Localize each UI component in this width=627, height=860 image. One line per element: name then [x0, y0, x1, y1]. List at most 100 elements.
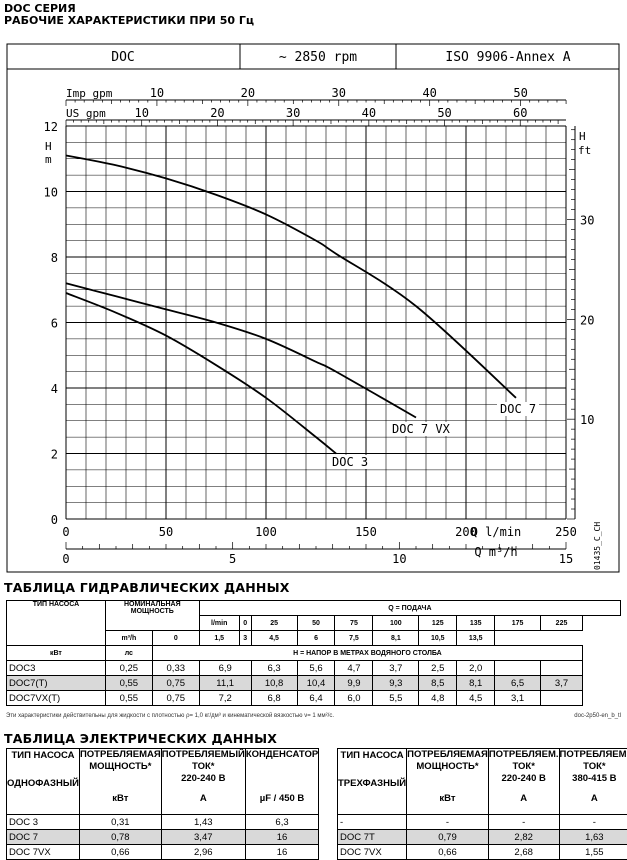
- pump-name: DOC7(T): [7, 676, 106, 691]
- x-tick-label: 100: [255, 525, 277, 539]
- head-value: 5,5: [373, 691, 419, 706]
- head-value: 6,8: [251, 691, 297, 706]
- current-220: -: [488, 815, 559, 830]
- head-value: 6,9: [199, 661, 251, 676]
- head-value: 6,0: [335, 691, 373, 706]
- power-kw: 0,55: [105, 691, 152, 706]
- power-kw: 0,25: [105, 661, 152, 676]
- table-row: ----: [338, 815, 627, 830]
- y-axis-unit: m: [45, 153, 52, 166]
- x-tick-label: 150: [355, 525, 377, 539]
- us-tick-label: 20: [210, 106, 224, 120]
- head-value: 8,1: [457, 676, 495, 691]
- chart-code: 01435_C_CH: [593, 522, 602, 570]
- head-value: 9,9: [335, 676, 373, 691]
- y-tick-label: 4: [51, 382, 58, 396]
- lmin-value: 75: [335, 616, 373, 631]
- electric-table-title: ТАБЛИЦА ЭЛЕКТРИЧЕСКИХ ДАННЫХ: [4, 731, 277, 746]
- chart-grid: [66, 126, 566, 519]
- head-value: [495, 661, 541, 676]
- head-value: 3,7: [541, 676, 583, 691]
- head-value: 4,5: [457, 691, 495, 706]
- pump-name: DOC 7VX: [7, 845, 80, 860]
- unit-hp: лс: [105, 646, 152, 661]
- pump-name: DOC7VX(T): [7, 691, 106, 706]
- m3h-tick-label: 0: [62, 552, 69, 566]
- head-value: 4,7: [335, 661, 373, 676]
- m3h-tick-label: 5: [229, 552, 236, 566]
- unit-cap: µF / 450 В: [246, 793, 318, 805]
- pump-name: DOC3: [7, 661, 106, 676]
- series-label: DOC 3: [332, 455, 368, 469]
- imp-tick-label: 30: [332, 86, 346, 100]
- y-tick-label: 10: [44, 186, 58, 200]
- head-value: 3,7: [373, 661, 419, 676]
- hydraulic-table: ТИП НАСОСА НОМИНАЛЬНАЯ МОЩНОСТЬ Q = ПОДА…: [6, 600, 621, 706]
- m3h-axis-label: Q m³/h: [474, 545, 517, 559]
- unit-lmin: l/min: [199, 616, 239, 631]
- y-tick-label: 0: [51, 513, 58, 527]
- col-power: НОМИНАЛЬНАЯ МОЩНОСТЬ: [105, 601, 199, 631]
- head-value: 11,1: [199, 676, 251, 691]
- unit-m3h: m³/h: [105, 631, 152, 646]
- lmin-value: 0: [239, 616, 251, 631]
- current-380: 1,55: [559, 845, 627, 860]
- head-value: 8,5: [419, 676, 457, 691]
- power-hp: 0,75: [152, 691, 199, 706]
- imp-tick-label: 20: [241, 86, 255, 100]
- imp-tick-label: 50: [513, 86, 527, 100]
- imp-tick-label: 10: [150, 86, 164, 100]
- imp-tick-label: 40: [422, 86, 436, 100]
- h-current: ПОТРЕБЛЯЕМЫЙ ТОК*: [162, 749, 245, 773]
- series-label: DOC 7: [500, 402, 536, 416]
- chart-frame: [7, 44, 619, 572]
- lmin-value: 125: [419, 616, 457, 631]
- head-value: 10,8: [251, 676, 297, 691]
- performance-chart: DOC ~ 2850 rpm ISO 9906-Annex A 02468101…: [0, 0, 627, 575]
- h-capacitor: КОНДЕНСАТОР: [246, 749, 318, 761]
- chart-curves: [66, 155, 516, 453]
- head-value: 7,2: [199, 691, 251, 706]
- pump-name: DOC 7VX: [338, 845, 407, 860]
- hydraulic-table-title: ТАБЛИЦА ГИДРАВЛИЧЕСКИХ ДАННЫХ: [4, 580, 290, 595]
- footnote: Эти характеристики действительны для жид…: [6, 713, 334, 719]
- head-value: 2,5: [419, 661, 457, 676]
- current-220: 2,82: [488, 830, 559, 845]
- us-tick-label: 30: [286, 106, 300, 120]
- h-power: ПОТРЕБЛЯЕМАЯ МОЩНОСТЬ*: [80, 749, 161, 773]
- power-kw: 0,31: [79, 815, 161, 830]
- m3h-value: 0: [152, 631, 199, 646]
- head-value: 3,1: [495, 691, 541, 706]
- x-tick-label: 250: [555, 525, 577, 539]
- power-hp: 0,75: [152, 676, 199, 691]
- doc-code: doc-2p50-en_b_tl: [574, 713, 621, 719]
- unit-a: А: [162, 793, 245, 805]
- pump-name: DOC 3: [7, 815, 80, 830]
- unit-a: А: [489, 793, 559, 805]
- unit-kw: кВт: [407, 793, 488, 805]
- electric-table-three: ТИП НАСОСА ТРЕХФАЗНЫЙ ПОТРЕБЛЯЕМАЯ МОЩНО…: [337, 748, 627, 860]
- power-kw: 0,66: [79, 845, 161, 860]
- y-tick-label: 2: [51, 448, 58, 462]
- h-voltage-380: 380-415 В: [560, 773, 627, 785]
- ft-axis-unit: ft: [578, 144, 591, 157]
- h-type: ТИП НАСОСА: [338, 749, 406, 763]
- capacitor: 6,3: [245, 815, 318, 830]
- lmin-value: 100: [373, 616, 419, 631]
- h-voltage-220: 220-240 В: [489, 773, 559, 785]
- y-axis-label: H: [45, 140, 52, 153]
- pump-name: -: [338, 815, 407, 830]
- current-a: 3,47: [161, 830, 245, 845]
- unit-a: А: [560, 793, 627, 805]
- unit-kw: кВт: [80, 793, 161, 805]
- current-220: 2,68: [488, 845, 559, 860]
- ft-tick-label: 10: [580, 413, 594, 427]
- capacitor: 16: [245, 830, 318, 845]
- us-axis-label: US gpm: [66, 107, 106, 120]
- power-kw: 0,78: [79, 830, 161, 845]
- x-tick-label: 0: [62, 525, 69, 539]
- head-value: 6,5: [495, 676, 541, 691]
- electric-table-single: ТИП НАСОСА ОДНОФАЗНЫЙ ПОТРЕБЛЯЕМАЯ МОЩНО…: [6, 748, 319, 860]
